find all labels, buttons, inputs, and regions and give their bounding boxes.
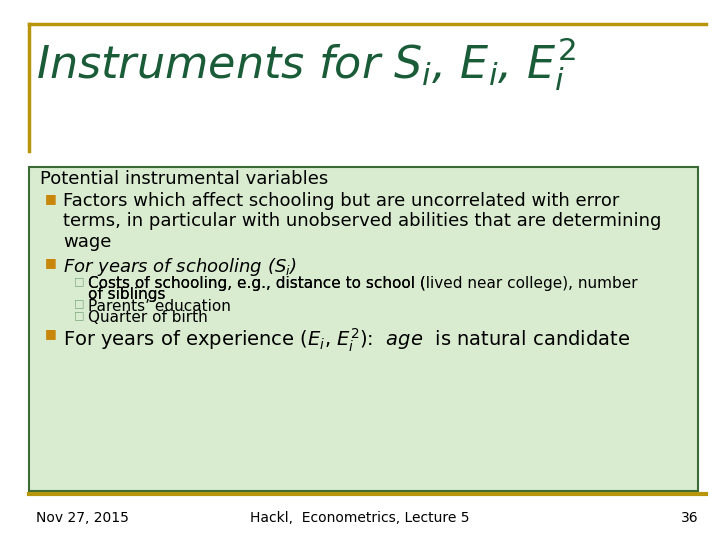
Text: of siblings: of siblings bbox=[88, 287, 166, 302]
Text: 36: 36 bbox=[681, 511, 698, 525]
Text: □: □ bbox=[74, 310, 85, 321]
Text: For years of experience ($E_i$, $E_i^2$):  $\it{age}$  is natural candidate: For years of experience ($E_i$, $E_i^2$)… bbox=[63, 327, 631, 354]
Text: Quarter of birth: Quarter of birth bbox=[88, 310, 207, 326]
Text: ■: ■ bbox=[45, 256, 57, 269]
Text: Parents’ education: Parents’ education bbox=[88, 299, 230, 314]
Text: □: □ bbox=[74, 299, 85, 309]
Text: For years of schooling ($S_i$): For years of schooling ($S_i$) bbox=[63, 256, 297, 279]
Text: Costs of schooling, e.g., distance to school (lived near college), number: Costs of schooling, e.g., distance to sc… bbox=[88, 276, 637, 292]
Text: Potential instrumental variables: Potential instrumental variables bbox=[40, 170, 328, 188]
Text: Hackl,  Econometrics, Lecture 5: Hackl, Econometrics, Lecture 5 bbox=[251, 511, 469, 525]
FancyBboxPatch shape bbox=[29, 167, 698, 491]
Text: □: □ bbox=[74, 276, 85, 287]
Text: of siblings: of siblings bbox=[88, 287, 166, 302]
Text: Instruments for $S_i$, $E_i$, $E_i^2$: Instruments for $S_i$, $E_i$, $E_i^2$ bbox=[36, 36, 576, 93]
Text: Factors which affect schooling but are uncorrelated with error
terms, in particu: Factors which affect schooling but are u… bbox=[63, 192, 662, 251]
Text: Nov 27, 2015: Nov 27, 2015 bbox=[36, 511, 129, 525]
Text: ■: ■ bbox=[45, 327, 57, 340]
Text: ■: ■ bbox=[45, 192, 57, 205]
Text: Costs of schooling, e.g., distance to school (: Costs of schooling, e.g., distance to sc… bbox=[88, 276, 426, 292]
